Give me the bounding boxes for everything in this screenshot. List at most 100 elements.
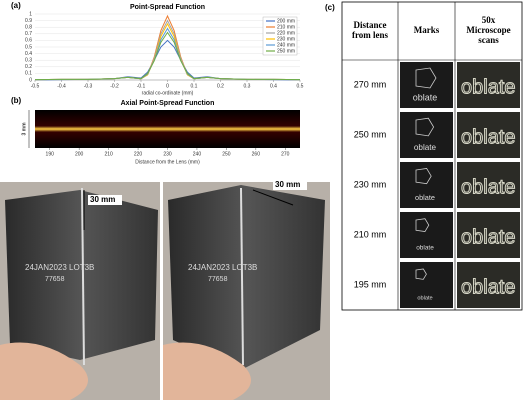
legend-label: 210 mm — [277, 24, 295, 30]
mark-photo — [400, 112, 453, 158]
scan-photo — [457, 62, 520, 108]
legend-label: 220 mm — [277, 30, 295, 36]
mark-text: oblate — [413, 92, 438, 102]
mark-text: oblate — [417, 295, 432, 301]
panel-a: (a) Point-Spread Function00.10.20.30.40.5… — [11, 1, 304, 96]
series-line — [34, 14, 301, 81]
mark-photo — [400, 162, 453, 208]
legend-box — [262, 16, 298, 56]
scan-text: oblate — [461, 226, 516, 248]
scan-photo — [457, 262, 520, 308]
mark-shape — [415, 117, 435, 137]
fold-line — [240, 187, 244, 366]
scan-text: oblate — [461, 276, 516, 298]
y-tick-label: 0.4 — [25, 51, 32, 57]
x-tick-label: 260 — [252, 151, 261, 157]
y-tick-label: 0.7 — [25, 31, 32, 37]
series-line — [34, 27, 301, 81]
x-tick-label: 0.5 — [297, 83, 304, 89]
scan-text: oblate — [461, 176, 516, 198]
mark-text: oblate — [416, 245, 434, 252]
x-tick-label: 0.3 — [244, 83, 251, 89]
legend-label: 230 mm — [277, 36, 295, 42]
table-header: Marks — [414, 25, 440, 35]
hand — [0, 342, 88, 400]
metal-sheet — [5, 190, 158, 360]
x-tick-label: 220 — [134, 151, 143, 157]
serial: 77658 — [45, 276, 65, 283]
mark-text: oblate — [414, 143, 437, 152]
x-tick-label: -0.5 — [31, 83, 40, 89]
mark-photo — [400, 62, 453, 108]
dimension-arrow — [252, 189, 294, 206]
hand — [163, 342, 251, 400]
table-header: Distance from lens — [352, 20, 389, 40]
panel-label: (b) — [11, 96, 22, 105]
y-tick-label: 0.8 — [25, 25, 32, 31]
row-distance: 270 mm — [354, 79, 387, 89]
panel-label: (a) — [11, 1, 21, 10]
row-distance: 195 mm — [354, 279, 387, 289]
mark-shape — [415, 218, 430, 232]
legend-label: 200 mm — [277, 18, 295, 24]
x-tick-label: 270 — [281, 151, 290, 157]
serial: 77658 — [208, 276, 228, 283]
row-distance: 230 mm — [354, 179, 387, 189]
legend-label: 250 mm — [277, 48, 295, 54]
engraving: 24JAN2023 LOT3B — [188, 263, 257, 272]
dimension-bg — [88, 195, 122, 205]
scan-text: oblate — [461, 126, 516, 148]
scan-photo — [457, 212, 520, 258]
y-tick-label: 0.2 — [25, 64, 32, 70]
mark-shape — [415, 268, 427, 280]
y-tick-label: 0.6 — [25, 38, 32, 44]
mark-shape — [415, 168, 432, 185]
y-tick-label: 0.9 — [25, 18, 32, 24]
scan-photo — [457, 112, 520, 158]
x-tick-label: 240 — [193, 151, 202, 157]
x-tick-label: -0.1 — [137, 83, 146, 89]
row-distance: 250 mm — [354, 129, 387, 139]
y-axis-label: 3 mm — [21, 122, 27, 136]
x-tick-label: 0.1 — [191, 83, 198, 89]
series-line — [34, 31, 301, 81]
x-tick-label: -0.3 — [84, 83, 93, 89]
x-tick-label: 190 — [46, 151, 55, 157]
panel-c: (c) Distance from lens Marks 50x Microscope sc… — [325, 1, 523, 311]
legend-label: 240 mm — [277, 42, 295, 48]
x-tick-label: 0 — [166, 83, 169, 89]
y-tick-label: 0.5 — [25, 44, 32, 50]
chart-title: Axial Point-Spread Function — [121, 100, 215, 107]
mark-photo — [400, 212, 453, 258]
table-header: 50x Microscope scans — [466, 15, 510, 45]
scan-text: oblate — [461, 76, 516, 98]
y-tick-label: 0.3 — [25, 58, 32, 64]
row-distance: 210 mm — [354, 229, 387, 239]
mark-shape — [415, 67, 437, 89]
x-tick-label: 0.2 — [217, 83, 224, 89]
x-tick-label: 250 — [222, 151, 231, 157]
panel-b: (b) Axial Point-Spread Function 3 mm 190 200… — [11, 96, 300, 165]
x-tick-label: 210 — [104, 151, 113, 157]
fold-line — [81, 187, 85, 366]
scan-photo — [457, 162, 520, 208]
panel-label: (c) — [325, 3, 335, 12]
dimension-label: 30 mm — [275, 180, 300, 189]
x-axis-label: Distance from the Lens (mm) — [135, 159, 200, 165]
mark-photo — [400, 262, 453, 308]
dimension-label: 30 mm — [90, 195, 115, 204]
mark-text: oblate — [415, 193, 435, 202]
x-axis-label: radial co-ordinate (mm) — [142, 90, 194, 96]
beam-image — [35, 110, 300, 148]
engraving: 24JAN2023 LOT3B — [25, 263, 94, 272]
y-tick-label: 0.1 — [25, 71, 32, 77]
y-tick-label: 0 — [29, 77, 32, 83]
x-tick-label: 200 — [75, 151, 84, 157]
metal-sheet — [168, 185, 325, 370]
x-tick-label: -0.4 — [57, 83, 66, 89]
x-tick-label: 0.4 — [270, 83, 277, 89]
dimension-bg — [273, 180, 307, 190]
x-tick-label: -0.2 — [110, 83, 119, 89]
